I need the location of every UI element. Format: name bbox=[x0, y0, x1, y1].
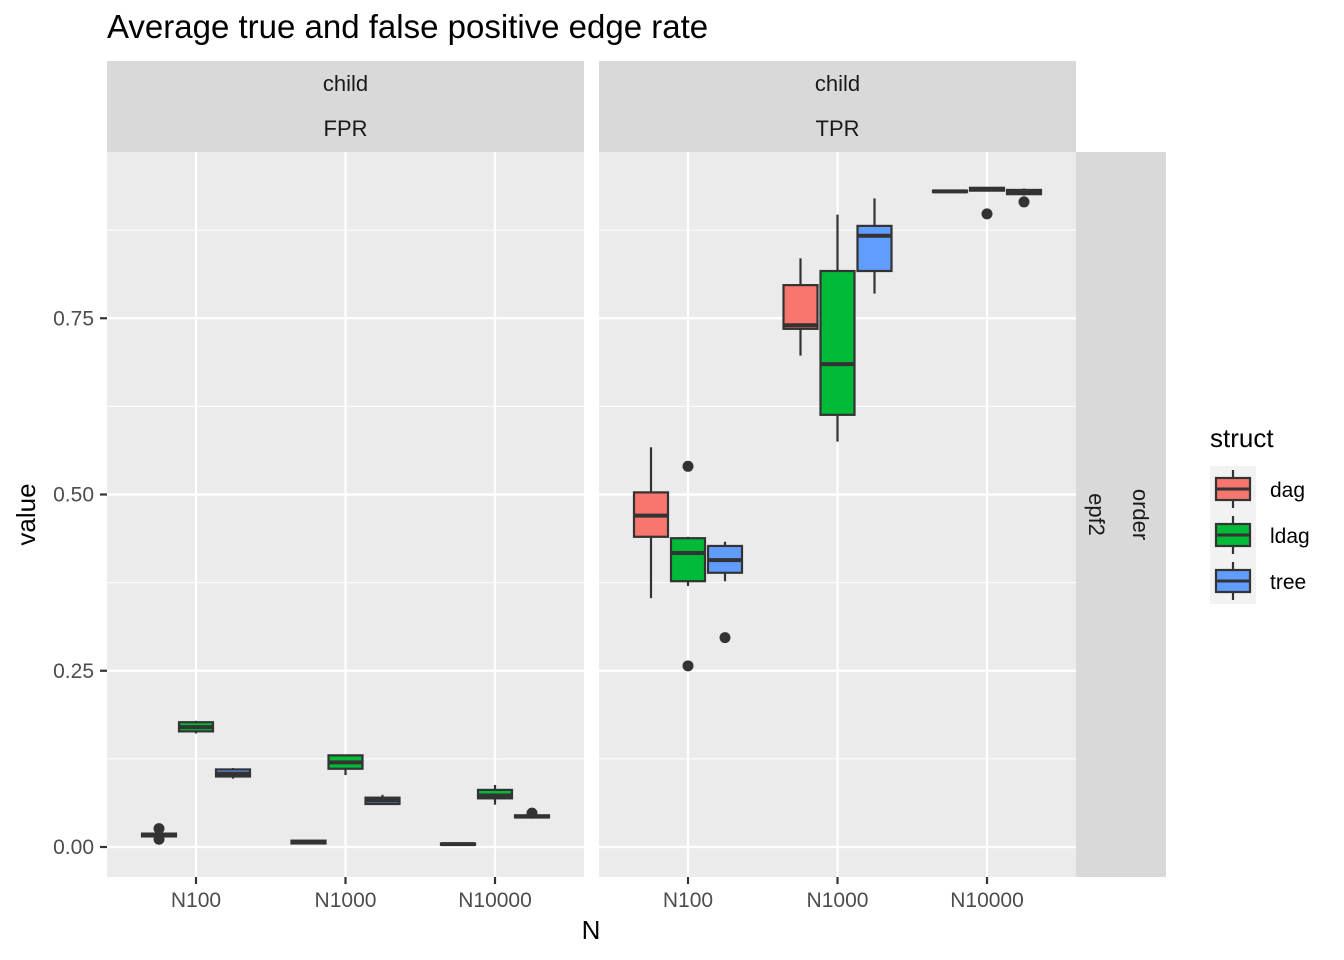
panel-tpr-boxes bbox=[632, 186, 1043, 672]
outlier-point bbox=[682, 460, 694, 472]
panel-tpr-grid bbox=[599, 152, 1076, 877]
box-body bbox=[856, 224, 893, 273]
box-N1000-ldag bbox=[327, 754, 364, 776]
outlier-point bbox=[153, 823, 165, 835]
box-N10000-dag bbox=[439, 842, 477, 847]
box-N1000-ldag bbox=[819, 214, 856, 442]
box-N10000-tree bbox=[513, 807, 551, 819]
box-N10000-ldag bbox=[476, 784, 514, 805]
y-axis-title: value bbox=[11, 483, 41, 545]
outlier-point bbox=[1018, 196, 1030, 208]
panel-fpr-strip-bottom: FPR bbox=[324, 116, 368, 141]
box-N100-tree bbox=[706, 541, 744, 644]
legend-label: ldag bbox=[1270, 525, 1310, 548]
box-N100-tree bbox=[214, 768, 252, 779]
outlier-point bbox=[153, 833, 165, 845]
y-tick-label: 0.50 bbox=[53, 484, 94, 507]
box-body bbox=[669, 537, 707, 583]
y-tick-label: 0.75 bbox=[53, 307, 94, 330]
legend-title: struct bbox=[1210, 423, 1274, 453]
box-N1000-tree bbox=[364, 794, 401, 806]
legend-entries: dag ldag tree bbox=[1210, 466, 1310, 604]
outlier-point bbox=[526, 807, 538, 819]
box-N100-dag bbox=[632, 447, 670, 599]
legend-entry-ldag: ldag bbox=[1210, 512, 1310, 558]
legend-entry-tree: tree bbox=[1210, 558, 1306, 604]
legend-label: dag bbox=[1270, 479, 1305, 502]
outlier-point bbox=[981, 208, 993, 220]
panel-fpr-boxes bbox=[140, 720, 551, 847]
outlier-point bbox=[682, 660, 694, 672]
y-tick-label: 0.00 bbox=[53, 836, 94, 859]
panel-fpr: child FPR bbox=[107, 61, 584, 877]
row-strip-top: order bbox=[1128, 489, 1153, 540]
box-N1000-dag bbox=[782, 258, 819, 356]
panel-tpr-strip bbox=[599, 61, 1076, 152]
x-axis-title: N bbox=[582, 915, 601, 945]
box-N100-dag bbox=[140, 823, 178, 845]
x-tick-label: N10000 bbox=[458, 889, 532, 912]
y-axis: 0.00 0.25 0.50 0.75 bbox=[53, 307, 107, 859]
row-strip-background bbox=[1076, 152, 1166, 877]
panel-tpr: child TPR bbox=[599, 61, 1076, 877]
box-N10000-tree bbox=[1005, 188, 1043, 208]
box-N1000-tree bbox=[856, 198, 893, 294]
x-tick-label: N1000 bbox=[807, 889, 869, 912]
panel-fpr-strip-top: child bbox=[323, 71, 368, 96]
panel-fpr-strip bbox=[107, 61, 584, 152]
panel-tpr-strip-bottom: TPR bbox=[816, 116, 860, 141]
outlier-point bbox=[719, 632, 731, 644]
x-tick-label: N1000 bbox=[315, 889, 377, 912]
y-tick-label: 0.25 bbox=[53, 660, 94, 683]
legend-label: tree bbox=[1270, 571, 1306, 594]
box-body bbox=[782, 284, 819, 330]
box-N10000-dag bbox=[931, 189, 969, 194]
row-strip-bottom: epf2 bbox=[1084, 493, 1109, 536]
box-N1000-dag bbox=[290, 839, 327, 845]
x-axis: N100 N1000 N10000 N100 N1000 N10000 bbox=[171, 877, 1024, 912]
box-N10000-ldag bbox=[968, 186, 1006, 220]
legend-entry-dag: dag bbox=[1210, 466, 1305, 512]
box-N100-ldag bbox=[177, 720, 215, 734]
legend: struct dag ldag tree bbox=[1210, 423, 1310, 604]
row-strip: order epf2 bbox=[1076, 152, 1166, 877]
box-body bbox=[819, 269, 856, 416]
x-tick-label: N100 bbox=[663, 889, 713, 912]
panel-tpr-strip-top: child bbox=[815, 71, 860, 96]
x-tick-label: N100 bbox=[171, 889, 221, 912]
chart-title: Average true and false positive edge rat… bbox=[107, 8, 708, 45]
box-N100-ldag bbox=[669, 460, 707, 672]
x-tick-label: N10000 bbox=[950, 889, 1024, 912]
